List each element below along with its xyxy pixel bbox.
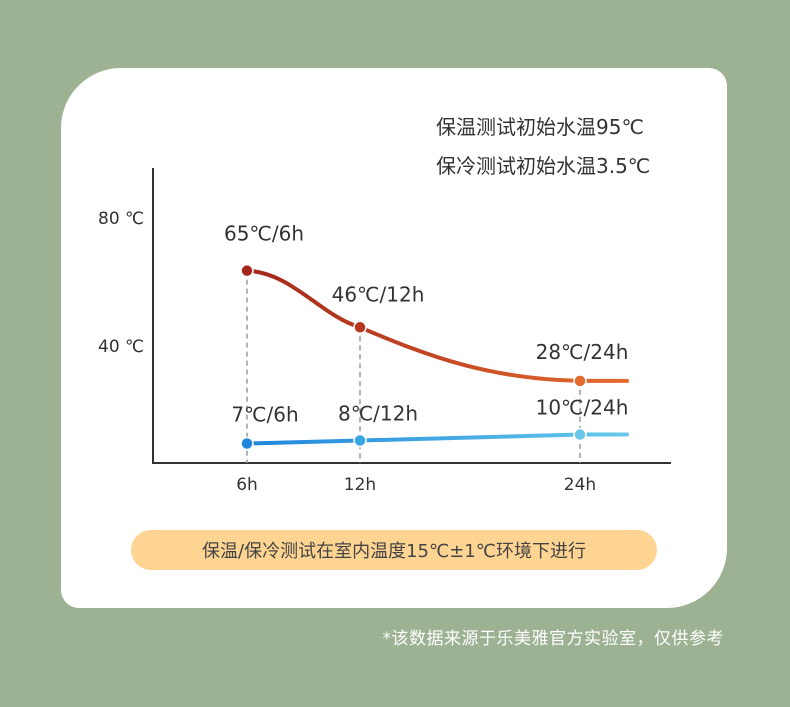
data-label: 46℃/12h (332, 282, 425, 306)
series-line-hot (245, 268, 629, 383)
data-point (353, 320, 367, 335)
legend: 保温测试初始水温95℃ 保冷测试初始水温3.5℃ (397, 115, 650, 178)
x-tick-label: 24h (564, 475, 596, 495)
data-point (240, 436, 254, 451)
data-label: 10℃/24h (536, 396, 629, 420)
chart-marks: 65℃/6h 46℃/12h 28℃/24h 7℃/6h 8℃/12h 10℃/24h (224, 222, 629, 463)
condition-note-pill (131, 530, 657, 570)
data-label: 8℃/12h (338, 402, 418, 426)
legend-label-cold: 保冷测试初始水温3.5℃ (436, 154, 650, 178)
x-tick-label: 6h (236, 475, 258, 495)
x-tick-label: 12h (344, 475, 376, 495)
data-point (573, 374, 587, 388)
condition-note: 保温/保冷测试在室内温度15℃±1℃环境下进行 (202, 541, 586, 562)
data-label: 7℃/6h (231, 403, 298, 427)
legend-label-hot: 保温测试初始水温95℃ (436, 115, 644, 139)
series-line-cold (245, 432, 629, 446)
data-point (240, 263, 254, 278)
data-label: 28℃/24h (536, 340, 629, 364)
y-tick-label: 80 ℃ (98, 209, 144, 229)
y-tick-label: 40 ℃ (98, 337, 144, 357)
data-point (353, 433, 367, 448)
chart-card (61, 68, 727, 608)
data-label: 65℃/6h (224, 222, 304, 246)
data-point (573, 427, 587, 442)
source-footnote: *该数据来源于乐美雅官方实验室，仅供参考 (382, 629, 724, 649)
